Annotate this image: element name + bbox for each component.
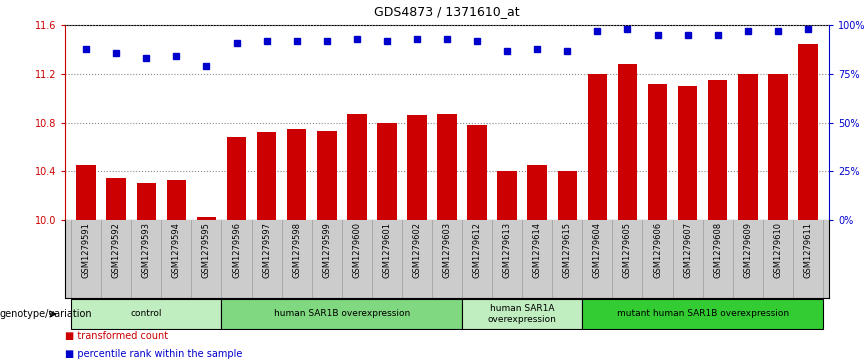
Bar xyxy=(197,217,216,220)
Text: GSM1279593: GSM1279593 xyxy=(141,222,151,278)
Bar xyxy=(136,183,156,220)
Text: GSM1279608: GSM1279608 xyxy=(713,222,722,278)
Text: GSM1279612: GSM1279612 xyxy=(472,222,482,278)
Bar xyxy=(582,299,823,329)
Bar xyxy=(768,74,787,220)
Text: GSM1279615: GSM1279615 xyxy=(562,222,572,278)
Text: GSM1279601: GSM1279601 xyxy=(383,222,391,278)
Text: GSM1279609: GSM1279609 xyxy=(743,222,753,278)
Text: GSM1279594: GSM1279594 xyxy=(172,222,181,278)
Bar xyxy=(467,125,487,220)
Bar xyxy=(497,171,517,220)
Text: GDS4873 / 1371610_at: GDS4873 / 1371610_at xyxy=(374,5,520,18)
Text: GSM1279596: GSM1279596 xyxy=(232,222,241,278)
Text: control: control xyxy=(130,310,162,318)
Text: GSM1279613: GSM1279613 xyxy=(503,222,511,278)
Bar xyxy=(107,178,126,220)
Text: GSM1279606: GSM1279606 xyxy=(653,222,662,278)
Text: ■ transformed count: ■ transformed count xyxy=(65,331,168,341)
Text: GSM1279604: GSM1279604 xyxy=(593,222,602,278)
Bar xyxy=(648,84,667,220)
Text: GSM1279599: GSM1279599 xyxy=(322,222,332,278)
Text: GSM1279591: GSM1279591 xyxy=(82,222,90,278)
Text: GSM1279603: GSM1279603 xyxy=(443,222,451,278)
Bar xyxy=(798,44,818,220)
Text: GSM1279595: GSM1279595 xyxy=(202,222,211,278)
Text: GSM1279611: GSM1279611 xyxy=(804,222,812,278)
Text: human SAR1B overexpression: human SAR1B overexpression xyxy=(273,310,410,318)
Bar xyxy=(167,180,186,220)
Text: genotype/variation: genotype/variation xyxy=(0,309,93,319)
Text: GSM1279605: GSM1279605 xyxy=(623,222,632,278)
Bar xyxy=(588,74,607,220)
Bar xyxy=(738,74,758,220)
Text: GSM1279598: GSM1279598 xyxy=(293,222,301,278)
Bar xyxy=(618,64,637,220)
Text: GSM1279614: GSM1279614 xyxy=(533,222,542,278)
Bar xyxy=(528,165,547,220)
Bar xyxy=(708,80,727,220)
Text: mutant human SAR1B overexpression: mutant human SAR1B overexpression xyxy=(616,310,789,318)
Text: GSM1279597: GSM1279597 xyxy=(262,222,271,278)
Text: human SAR1A
overexpression: human SAR1A overexpression xyxy=(488,304,556,324)
Text: GSM1279592: GSM1279592 xyxy=(112,222,121,278)
Bar xyxy=(462,299,582,329)
Text: GSM1279610: GSM1279610 xyxy=(773,222,782,278)
Text: GSM1279600: GSM1279600 xyxy=(352,222,361,278)
Bar xyxy=(76,165,96,220)
Bar xyxy=(678,86,697,220)
Text: GSM1279602: GSM1279602 xyxy=(412,222,422,278)
Bar xyxy=(287,129,306,220)
Bar xyxy=(437,114,457,220)
Bar xyxy=(407,115,427,220)
Bar xyxy=(347,114,366,220)
Bar xyxy=(557,171,577,220)
Bar xyxy=(71,299,221,329)
Bar xyxy=(317,131,337,220)
Bar xyxy=(227,137,247,220)
Text: ■ percentile rank within the sample: ■ percentile rank within the sample xyxy=(65,349,242,359)
Bar xyxy=(377,122,397,220)
Text: GSM1279607: GSM1279607 xyxy=(683,222,692,278)
Bar xyxy=(257,132,276,220)
Bar xyxy=(221,299,462,329)
